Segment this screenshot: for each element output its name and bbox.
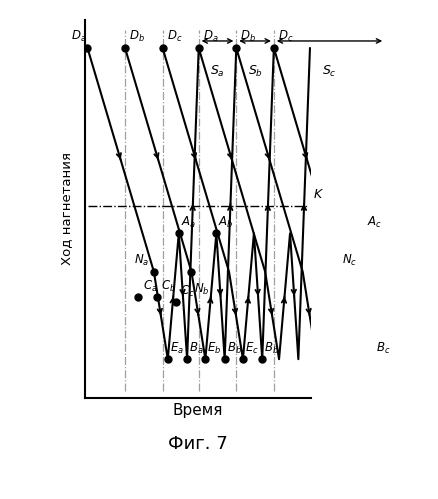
Text: $A_b$: $A_b$ (219, 215, 234, 230)
Text: $B_c$: $B_c$ (375, 341, 390, 356)
Text: $B_a$: $B_a$ (189, 341, 204, 356)
Text: $D_a$: $D_a$ (203, 29, 219, 44)
Text: $D_b$: $D_b$ (129, 29, 145, 44)
Text: $N_c$: $N_c$ (343, 253, 357, 268)
Text: $N_b$: $N_b$ (194, 282, 209, 297)
Text: $S_c$: $S_c$ (322, 64, 337, 79)
Text: $D_b$: $D_b$ (240, 29, 256, 44)
Text: $B_b$: $B_b$ (264, 341, 279, 356)
Text: $K$: $K$ (313, 188, 324, 201)
Text: $C_b$: $C_b$ (161, 279, 177, 294)
Text: $D_a$: $D_a$ (71, 29, 87, 44)
Text: $B_b$: $B_b$ (227, 341, 242, 356)
Text: $N_a$: $N_a$ (134, 253, 150, 268)
X-axis label: Время: Время (173, 403, 223, 418)
Text: $S_a$: $S_a$ (210, 64, 225, 79)
Text: $D_c$: $D_c$ (167, 29, 182, 44)
Text: $C_c$: $C_c$ (180, 283, 194, 299)
Text: $E_a$: $E_a$ (170, 341, 184, 356)
Text: $C_a$: $C_a$ (143, 279, 157, 294)
Text: $E_b$: $E_b$ (208, 341, 222, 356)
Text: $E_c$: $E_c$ (245, 341, 259, 356)
Text: $D_c$: $D_c$ (278, 29, 293, 44)
Text: $A_a$: $A_a$ (181, 215, 196, 230)
Text: Ход нагнетания: Ход нагнетания (60, 152, 73, 265)
Text: Фиг. 7: Фиг. 7 (168, 436, 228, 454)
Text: $A_c$: $A_c$ (367, 215, 382, 230)
Text: $S_b$: $S_b$ (247, 64, 263, 79)
